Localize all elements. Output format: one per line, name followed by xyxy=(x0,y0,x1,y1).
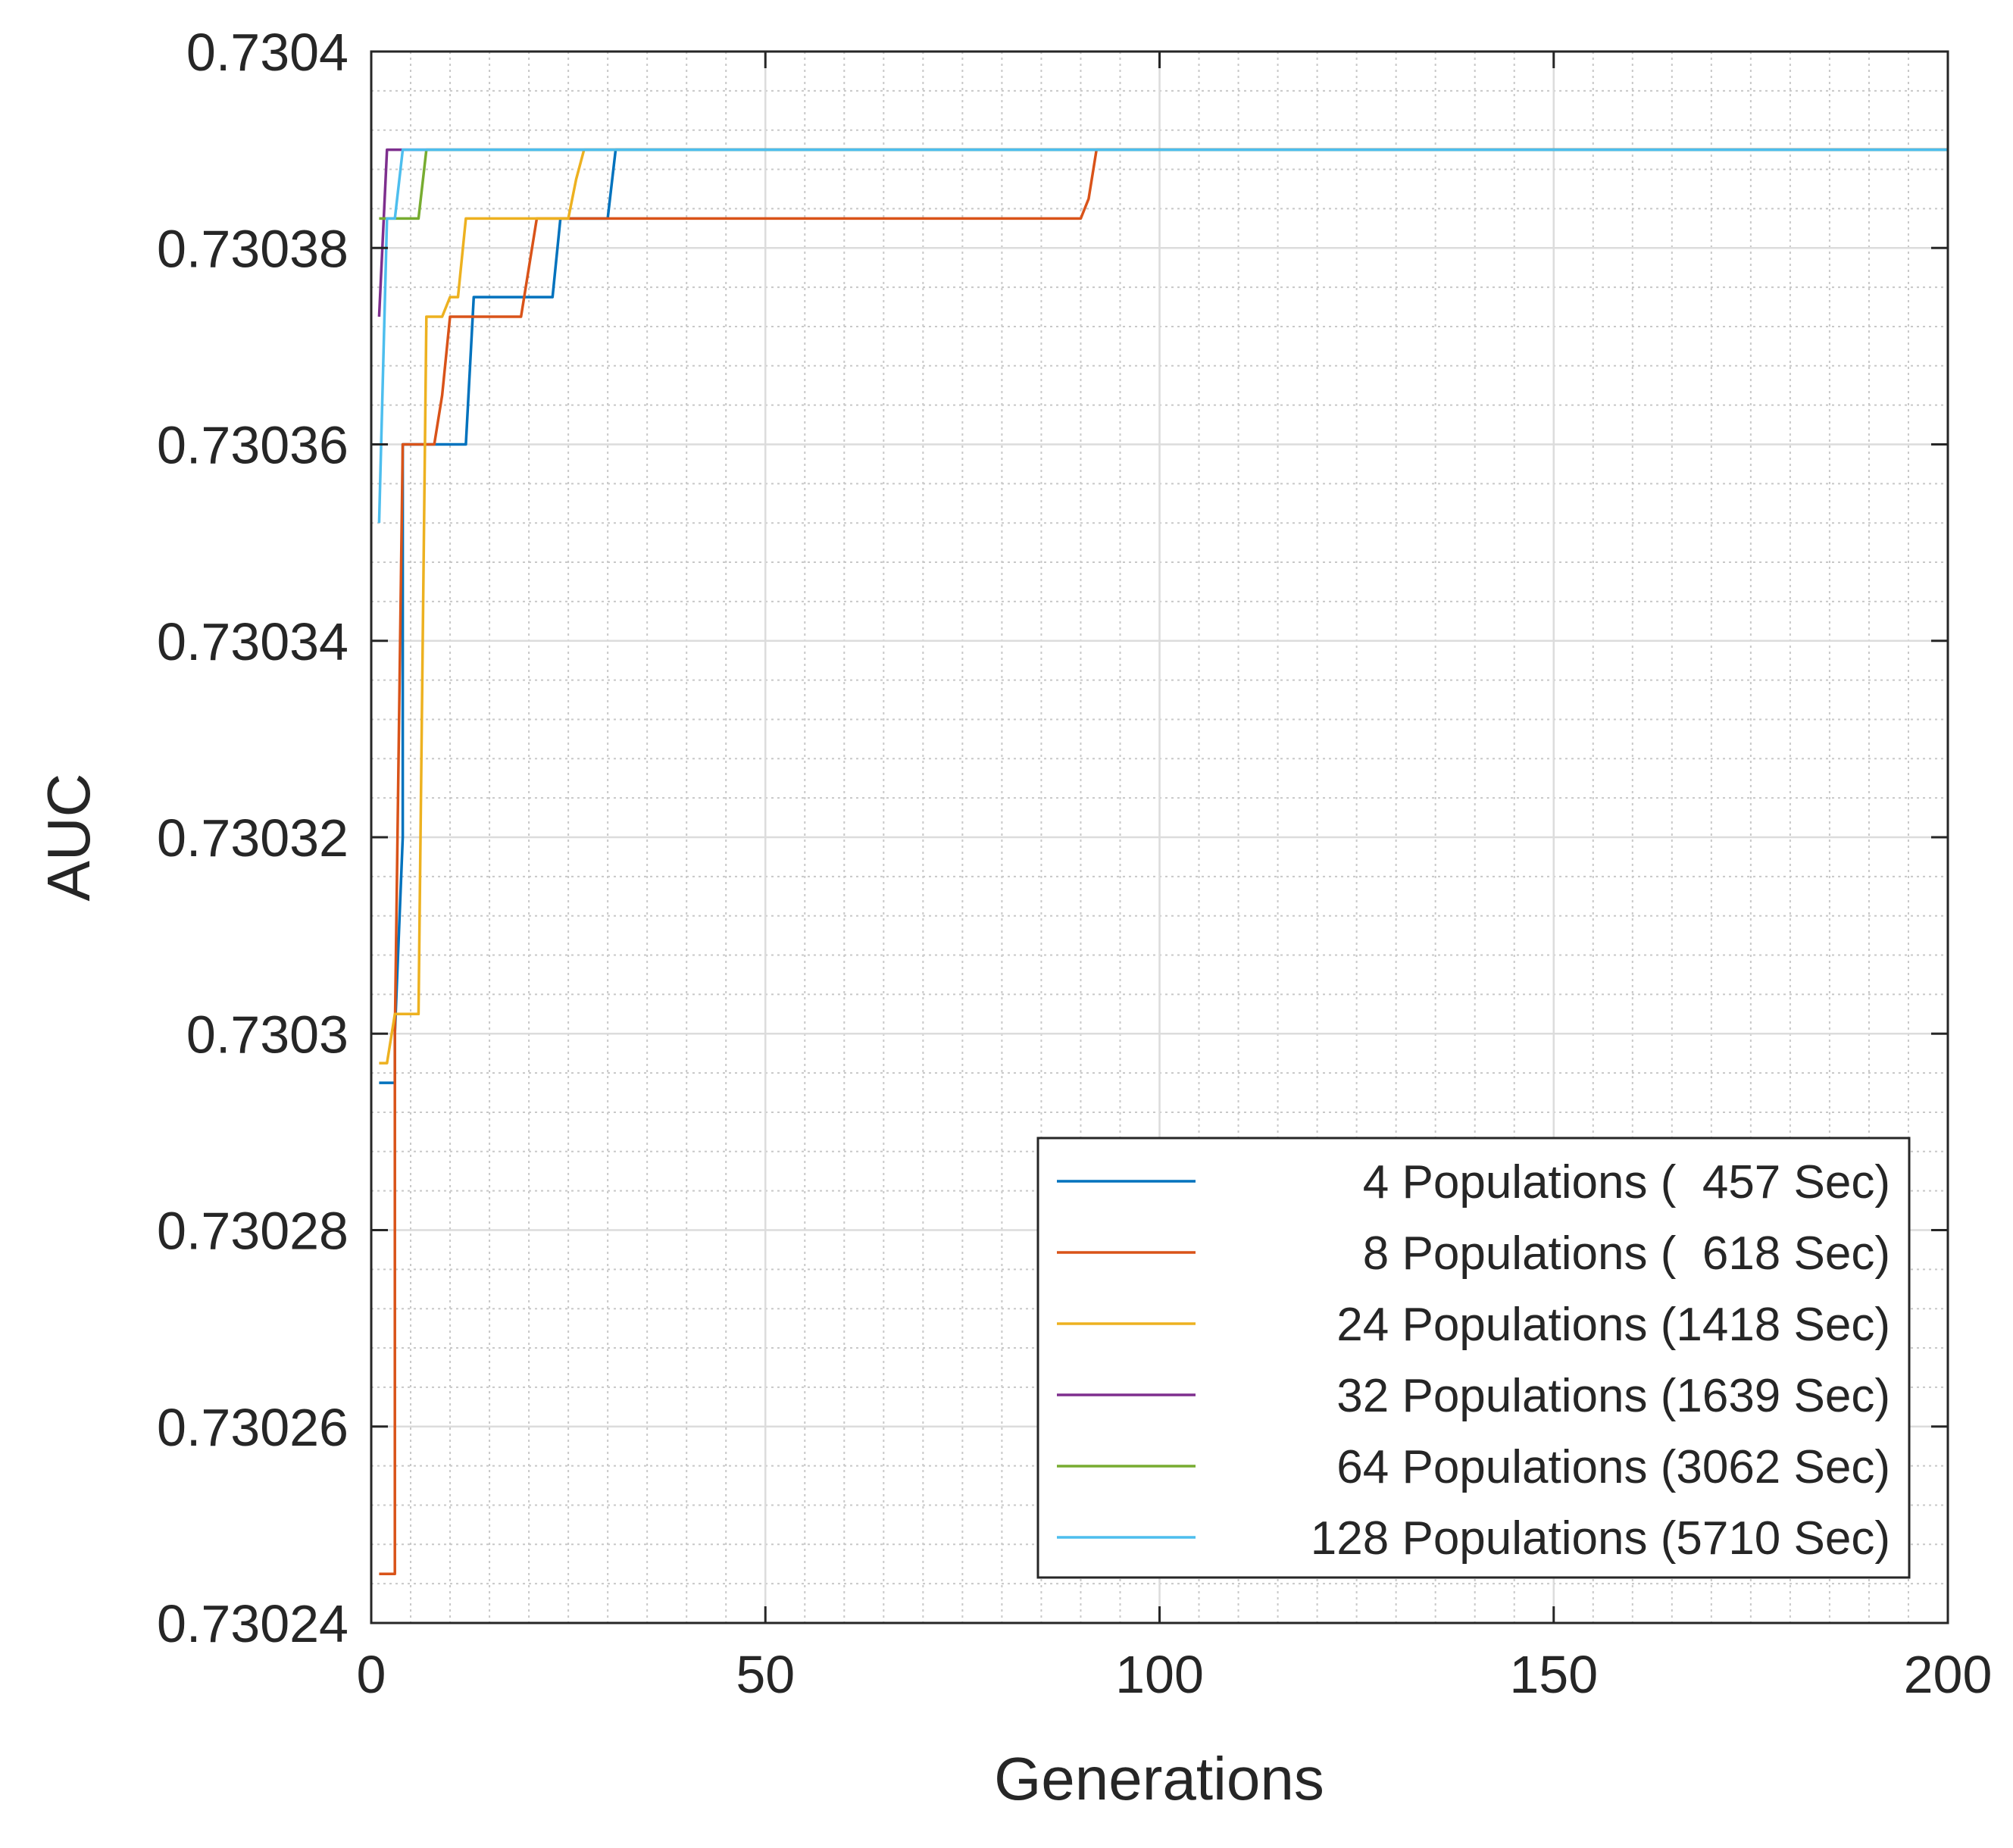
x-tick-label: 0 xyxy=(357,1645,386,1704)
x-tick-label: 200 xyxy=(1904,1645,1993,1704)
y-tick-label: 0.73024 xyxy=(157,1594,349,1653)
legend-label: 128 Populations (5710 Sec) xyxy=(1311,1512,1890,1565)
x-tick-label: 150 xyxy=(1509,1645,1598,1704)
legend: 4 Populations ( 457 Sec) 8 Populations ( … xyxy=(1036,1137,1911,1579)
y-tick-label: 0.73032 xyxy=(157,808,349,868)
y-tick-labels: 0.73024 0.73026 0.73028 0.7303 0.73032 0.7303… xyxy=(157,23,349,1653)
legend-label: 4 Populations ( 457 Sec) xyxy=(1363,1156,1890,1209)
x-tick-label: 100 xyxy=(1115,1645,1204,1704)
series-line-6 xyxy=(377,148,1948,524)
x-axis-label: Generations xyxy=(994,1745,1324,1812)
legend-label: 64 Populations (3062 Sec) xyxy=(1336,1441,1890,1493)
y-tick-label: 0.73028 xyxy=(157,1202,349,1261)
legend-label: 24 Populations (1418 Sec) xyxy=(1336,1299,1890,1351)
y-tick-label: 0.73036 xyxy=(157,416,349,475)
y-tick-label: 0.73034 xyxy=(157,612,349,671)
legend-box xyxy=(1036,1137,1911,1579)
y-axis-label: AUC xyxy=(35,774,102,902)
y-tick-label: 0.73038 xyxy=(157,219,349,278)
y-tick-label: 0.7304 xyxy=(186,23,349,82)
x-tick-label: 50 xyxy=(736,1645,795,1704)
y-tick-label: 0.73026 xyxy=(157,1398,349,1457)
legend-label: 8 Populations ( 618 Sec) xyxy=(1363,1227,1890,1280)
series-line-2 xyxy=(379,148,1948,1575)
ticks xyxy=(370,50,1949,1624)
y-tick-label: 0.7303 xyxy=(186,1005,349,1064)
series-layer xyxy=(377,148,1948,1575)
series-line-3 xyxy=(379,148,1948,1065)
legend-label: 32 Populations (1639 Sec) xyxy=(1336,1370,1890,1422)
x-tick-labels: 0 50 100 150 200 xyxy=(357,1645,1993,1704)
